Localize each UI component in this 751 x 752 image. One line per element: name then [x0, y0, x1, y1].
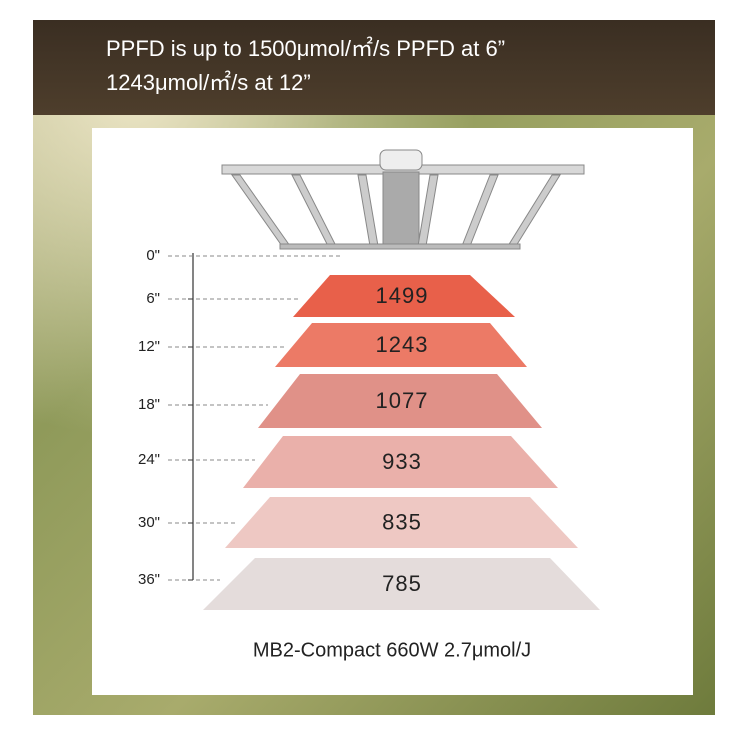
- distance-label: 0": [146, 247, 160, 264]
- distance-label: 18": [138, 396, 160, 413]
- distance-label: 30": [138, 514, 160, 531]
- ppfd-value: 1499: [376, 283, 429, 308]
- ppfd-value: 933: [382, 449, 422, 474]
- ppfd-level: [258, 374, 542, 428]
- distance-label: 24": [138, 451, 160, 468]
- header-line: PPFD is up to 1500μmol/㎡/s PPFD at 6”: [106, 36, 505, 61]
- footer: MB2-Compact 660W 2.7μmol/J: [253, 639, 531, 661]
- ppfd-value: 785: [382, 571, 422, 596]
- ppfd-value: 1243: [376, 332, 429, 357]
- distance-label: 36": [138, 571, 160, 588]
- distance-label: 6": [146, 290, 160, 307]
- ppfd-value: 835: [382, 509, 422, 534]
- ppfd-value: 1077: [376, 388, 429, 413]
- header-band: [33, 20, 715, 115]
- header-line: 1243μmol/㎡/s at 12”: [106, 70, 311, 95]
- light-fixture: [221, 149, 585, 250]
- distance-label: 12": [138, 338, 160, 355]
- ppfd-level: [275, 323, 527, 367]
- ppfd-level: [203, 558, 600, 610]
- ppfd-level: [225, 497, 578, 548]
- ppfd-level: [293, 275, 515, 317]
- ppfd-level: [243, 436, 558, 488]
